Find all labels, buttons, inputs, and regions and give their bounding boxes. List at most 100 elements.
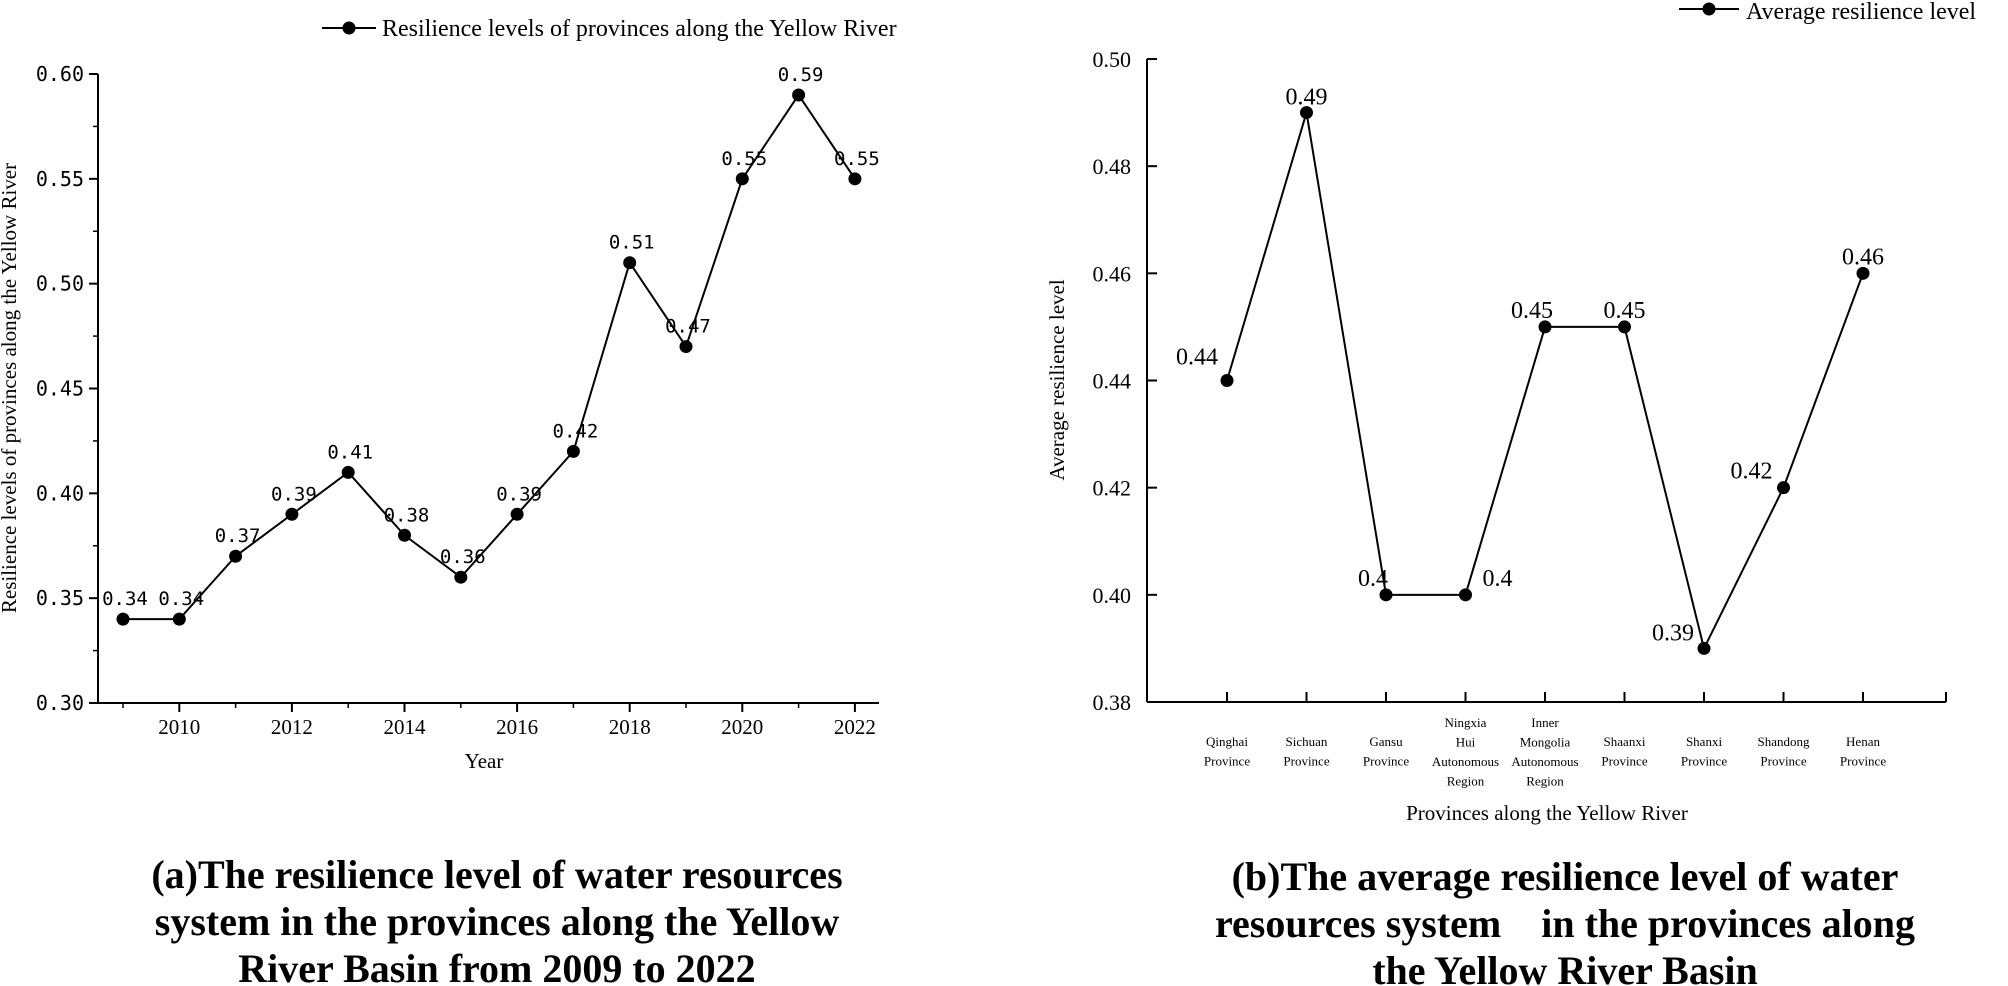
chart-b-data-point bbox=[1220, 374, 1234, 387]
chart-b-xtick-label: Ningxia bbox=[1445, 715, 1487, 730]
chart-b-series bbox=[1220, 106, 1870, 655]
chart-a-legend: Resilience levels of provinces along the… bbox=[322, 16, 897, 42]
chart-b-data-label: 0.4 bbox=[1483, 566, 1513, 592]
chart-b-data-labels: 0.44 0.49 0.4 0.4 0.45 0.45 0.39 0.42 0.46 bbox=[1176, 85, 1884, 647]
chart-a-data-label: 0.41 bbox=[327, 441, 373, 463]
chart-a-xtick-label: 2014 bbox=[384, 715, 427, 739]
chart-b-series-line bbox=[1226, 112, 1864, 652]
chart-b-xtick-label: Hui bbox=[1456, 735, 1476, 750]
chart-b-xtick-label: Province bbox=[1760, 754, 1806, 769]
chart-b-xtick-label: Sichuan bbox=[1286, 734, 1328, 749]
chart-b-data-label: 0.46 bbox=[1842, 244, 1884, 270]
chart-a-legend-marker bbox=[342, 21, 356, 35]
chart-a-ytick-label: 0.30 bbox=[36, 691, 84, 715]
chart-b-data-point bbox=[1538, 320, 1552, 334]
chart-a-data-point bbox=[341, 465, 355, 479]
chart-b: Average resilience level 0.38 0.40 0.42 0.4… bbox=[1045, 0, 1976, 986]
chart-b-data-label: 0.42 bbox=[1731, 459, 1773, 485]
chart-a-caption-line-2: system in the provinces along the Yellow bbox=[155, 899, 840, 944]
chart-a-ytick-label: 0.40 bbox=[36, 481, 84, 505]
chart-b-caption-line-2: resources system in the provinces along bbox=[1215, 901, 1915, 946]
chart-a-data-label: 0.47 bbox=[665, 316, 711, 338]
chart-a-series bbox=[116, 88, 862, 626]
chart-b-data-point bbox=[1777, 481, 1790, 495]
chart-a: Resilience levels of provinces along the… bbox=[0, 16, 897, 986]
chart-b-axes bbox=[1146, 59, 1947, 703]
chart-a-series-line bbox=[123, 93, 856, 621]
chart-b-xtick-label: Province bbox=[1601, 754, 1647, 769]
chart-b-xtick-label: Autonomous bbox=[1511, 754, 1578, 769]
chart-b-data-label: 0.45 bbox=[1511, 298, 1553, 324]
chart-b-ytick-label: 0.46 bbox=[1093, 261, 1132, 286]
chart-a-caption-line-3: River Basin from 2009 to 2022 bbox=[238, 946, 755, 986]
chart-a-data-label: 0.55 bbox=[721, 148, 767, 170]
chart-a-ytick-label: 0.45 bbox=[36, 377, 84, 401]
chart-b-xtick-label: Province bbox=[1840, 754, 1886, 769]
chart-a-legend-label: Resilience levels of provinces along the… bbox=[382, 16, 897, 42]
chart-b-data-point bbox=[1697, 641, 1711, 655]
chart-b-ylabel: Average resilience level bbox=[1045, 279, 1069, 480]
chart-a-ytick-label: 0.35 bbox=[36, 586, 84, 610]
chart-a-data-point bbox=[735, 172, 749, 186]
chart-a-data-label: 0.34 bbox=[158, 588, 204, 610]
chart-a-xtick-label: 2018 bbox=[609, 715, 651, 739]
chart-b-ticks: 0.38 0.40 0.42 0.44 0.46 0.48 0.50 Qinghai Provi… bbox=[1093, 47, 1887, 789]
chart-b-xtick-label: Province bbox=[1363, 754, 1409, 769]
chart-b-legend-label: Average resilience level bbox=[1746, 0, 1976, 25]
chart-b-data-label: 0.44 bbox=[1176, 345, 1218, 371]
chart-a-xtick-label: 2016 bbox=[496, 715, 538, 739]
chart-b-xtick-label: Province bbox=[1204, 754, 1250, 769]
chart-a-xtick-label: 2022 bbox=[834, 715, 876, 739]
chart-b-ytick-label: 0.42 bbox=[1093, 476, 1132, 501]
chart-b-ytick-label: 0.38 bbox=[1093, 690, 1132, 715]
chart-b-caption-line-3: the Yellow River Basin bbox=[1372, 948, 1758, 986]
chart-b-ytick-label: 0.44 bbox=[1093, 369, 1132, 394]
chart-a-data-label: 0.38 bbox=[384, 504, 430, 526]
chart-a-data-label: 0.59 bbox=[778, 64, 824, 86]
chart-b-ytick-label: 0.48 bbox=[1093, 154, 1132, 179]
chart-a-data-label: 0.39 bbox=[271, 483, 317, 505]
chart-a-data-point bbox=[679, 340, 693, 354]
chart-a-data-point bbox=[792, 88, 806, 102]
chart-b-data-point bbox=[1379, 588, 1393, 602]
chart-b-xtick-label: Autonomous bbox=[1432, 754, 1499, 769]
chart-b-ytick-label: 0.50 bbox=[1093, 47, 1132, 72]
chart-a-ticks: 0.30 0.35 0.40 0.45 0.50 0.55 0.60 2010 2012 2014… bbox=[36, 62, 876, 739]
chart-a-data-label: 0.51 bbox=[609, 232, 655, 254]
chart-b-legend-marker bbox=[1702, 2, 1716, 16]
chart-a-data-point bbox=[454, 570, 468, 584]
chart-b-xtick-label: Region bbox=[1526, 774, 1564, 789]
chart-b-xtick-label: Mongolia bbox=[1520, 735, 1571, 750]
chart-a-ytick-label: 0.55 bbox=[36, 167, 84, 191]
chart-a-data-label: 0.55 bbox=[834, 148, 880, 170]
chart-a-data-point bbox=[566, 444, 580, 458]
chart-a-data-point bbox=[510, 507, 524, 521]
chart-a-data-point bbox=[116, 612, 130, 626]
chart-a-data-label: 0.34 bbox=[102, 588, 148, 610]
chart-a-ytick-label: 0.60 bbox=[36, 62, 84, 86]
chart-b-ytick-label: 0.40 bbox=[1093, 583, 1132, 608]
chart-b-legend: Average resilience level bbox=[1679, 0, 1976, 25]
chart-a-data-point bbox=[285, 507, 299, 521]
chart-b-data-label: 0.45 bbox=[1604, 298, 1646, 324]
chart-b-xtick-label: Inner bbox=[1531, 715, 1559, 730]
chart-b-xtick-label: Region bbox=[1447, 774, 1485, 789]
chart-a-data-labels: 0.34 0.34 0.37 0.39 0.41 0.38 0.36 0.39 0.42 0.51… bbox=[102, 64, 880, 610]
chart-b-data-label: 0.4 bbox=[1358, 566, 1388, 592]
chart-b-xtick-label: Shaanxi bbox=[1604, 734, 1646, 749]
chart-b-xtick-label: Qinghai bbox=[1206, 734, 1248, 749]
chart-b-caption-line-1: (b)The average resilience level of water bbox=[1232, 854, 1899, 899]
chart-a-data-label: 0.36 bbox=[440, 546, 486, 568]
chart-a-data-label: 0.37 bbox=[215, 525, 261, 547]
chart-b-xlabel: Provinces along the Yellow River bbox=[1406, 801, 1688, 825]
chart-b-xtick-label: Province bbox=[1681, 754, 1727, 769]
chart-a-xtick-label: 2020 bbox=[721, 715, 763, 739]
chart-b-xtick-label: Shanxi bbox=[1686, 734, 1723, 749]
chart-b-data-point bbox=[1618, 320, 1631, 334]
chart-a-data-point bbox=[229, 549, 243, 563]
chart-b-xtick-label: Gansu bbox=[1369, 734, 1403, 749]
chart-b-data-label: 0.49 bbox=[1286, 85, 1328, 111]
chart-a-data-point bbox=[172, 612, 186, 626]
chart-a-caption-line-1: (a)The resilience level of water resourc… bbox=[151, 852, 842, 897]
